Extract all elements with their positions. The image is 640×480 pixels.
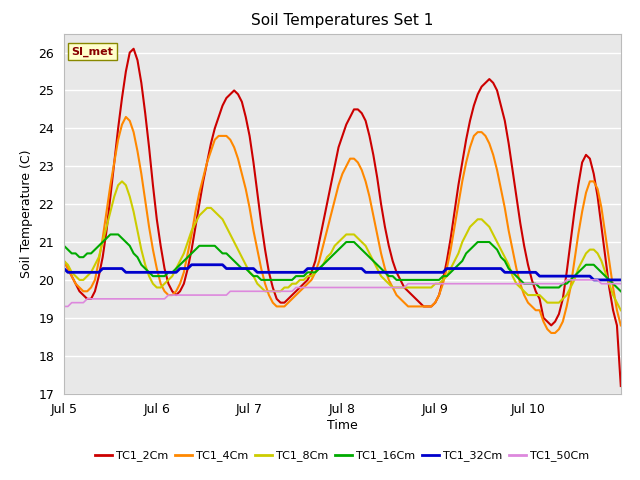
Title: Soil Temperatures Set 1: Soil Temperatures Set 1 xyxy=(252,13,433,28)
X-axis label: Time: Time xyxy=(327,419,358,432)
Legend: TC1_2Cm, TC1_4Cm, TC1_8Cm, TC1_16Cm, TC1_32Cm, TC1_50Cm: TC1_2Cm, TC1_4Cm, TC1_8Cm, TC1_16Cm, TC1… xyxy=(91,446,594,466)
Y-axis label: Soil Temperature (C): Soil Temperature (C) xyxy=(20,149,33,278)
Text: SI_met: SI_met xyxy=(72,47,114,57)
